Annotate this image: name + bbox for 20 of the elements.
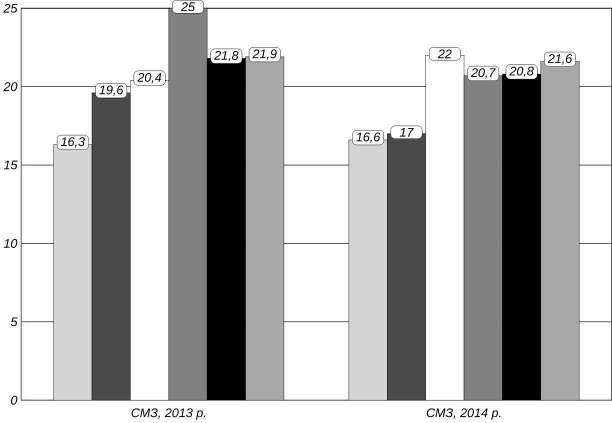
y-tick-label: 0 (11, 396, 18, 405)
x-tick-label: СМЗ, 2013 р. (132, 408, 206, 420)
data-label: 16,6 (356, 132, 380, 143)
y-tick-label: 25 (3, 4, 18, 13)
y-tick-label: 15 (4, 160, 18, 170)
data-label: 22 (438, 49, 452, 58)
data-label: 20,7 (470, 68, 496, 78)
data-label: 21,8 (214, 50, 238, 62)
data-label: 20,4 (137, 72, 162, 84)
data-label: 25 (180, 2, 195, 12)
y-tick-label: 5 (10, 317, 18, 326)
data-label: 20,8 (509, 66, 534, 77)
y-tick-label: 20 (3, 82, 18, 91)
data-label: 19,6 (99, 85, 124, 96)
x-tick-label: СМЗ, 2014 р. (426, 408, 500, 420)
data-label: 16,3 (60, 137, 85, 148)
data-label: 21,9 (252, 49, 277, 60)
data-label: 21,6 (548, 54, 572, 64)
data-label: 17 (400, 128, 414, 137)
y-tick-label: 10 (4, 238, 18, 248)
